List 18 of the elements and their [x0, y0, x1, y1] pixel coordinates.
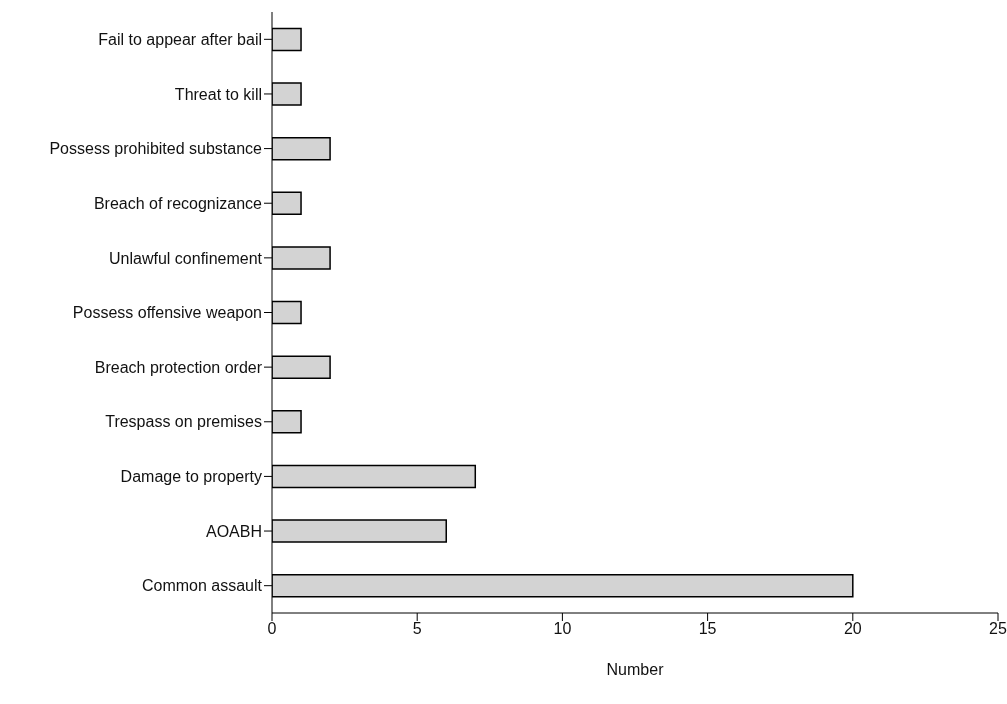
y-tick-label: Damage to property — [120, 468, 262, 486]
x-tick-label: 5 — [412, 620, 422, 638]
y-tick-label: Unlawful confinement — [109, 249, 263, 267]
x-axis-title: Number — [606, 661, 665, 678]
y-tick-label: Trespass on premises — [105, 413, 262, 431]
y-tick-label: AOABH — [205, 522, 262, 540]
x-tick-label: 20 — [843, 620, 862, 638]
x-tick-label: 15 — [698, 620, 717, 638]
y-tick-label: Breach of recognizance — [93, 194, 263, 212]
y-tick-label: Possess offensive weapon — [72, 304, 262, 322]
y-tick-label: Breach protection order — [94, 358, 263, 376]
y-tick-label: Threat to kill — [174, 85, 262, 103]
y-tick-label: Common assault — [141, 577, 263, 595]
x-tick-label: 10 — [553, 620, 572, 638]
x-tick-label: 0 — [267, 620, 277, 638]
y-tick-label: Fail to appear after bail — [98, 31, 262, 48]
x-tick-label: 25 — [989, 620, 1007, 638]
y-tick-label: Possess prohibited substance — [49, 140, 263, 158]
